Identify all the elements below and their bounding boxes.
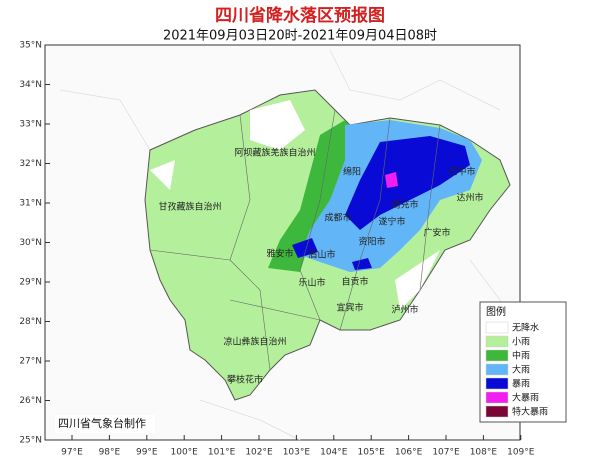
lat-label: 32°N xyxy=(19,159,42,169)
legend-swatch xyxy=(485,363,509,376)
no-rain-area xyxy=(150,100,440,310)
region-label: 绵阳 xyxy=(343,166,361,178)
region-label: 资阳市 xyxy=(358,236,385,248)
lat-label: 28°N xyxy=(19,317,42,327)
legend-label: 小雨 xyxy=(512,337,530,348)
lon-label: 106°E xyxy=(395,448,423,458)
legend-label: 大暴雨 xyxy=(512,392,539,404)
downpour-area xyxy=(385,172,398,188)
moderate-rain-area xyxy=(268,120,360,272)
credit: 四川省气象台制作 xyxy=(58,416,146,430)
credit-box xyxy=(55,415,155,433)
lon-label: 109°E xyxy=(507,448,535,458)
rainstorm-area xyxy=(292,136,470,270)
region-label: 广安市 xyxy=(423,227,450,239)
lat-label: 27°N xyxy=(19,357,42,367)
region-label: 自贡市 xyxy=(341,276,368,288)
legend-swatch xyxy=(485,349,509,362)
region-label: 宜宾市 xyxy=(336,302,363,314)
region-label: 成都市 xyxy=(324,212,351,224)
legend-title: 图例 xyxy=(486,305,506,318)
region-label: 南充市 xyxy=(391,199,418,211)
lon-label: 108°E xyxy=(470,448,498,458)
background-borders xyxy=(59,49,521,441)
county-borders xyxy=(149,109,441,371)
legend-swatch xyxy=(485,335,509,348)
region-label: 泸州市 xyxy=(391,304,418,316)
region-label: 攀枝花市 xyxy=(227,374,263,386)
lon-label: 105°E xyxy=(358,448,386,458)
lat-label: 31°N xyxy=(19,199,42,209)
legend-label: 中雨 xyxy=(512,350,530,362)
region-label: 眉山市 xyxy=(308,249,335,261)
legend-label: 大雨 xyxy=(512,364,530,376)
region-label: 凉山彝族自治州 xyxy=(223,336,286,348)
region-label: 巴中市 xyxy=(448,166,475,178)
map-subtitle: 2021年09月03日20时-2021年09月04日08时 xyxy=(163,29,437,44)
legend-label: 暴雨 xyxy=(512,379,530,390)
region-label: 阿坝藏族羌族自治州 xyxy=(234,147,315,159)
lon-label: 98°E xyxy=(99,448,121,458)
legend-swatch xyxy=(485,377,509,390)
lon-label: 101°E xyxy=(208,448,236,458)
legend-swatch xyxy=(485,391,509,404)
lat-label: 30°N xyxy=(19,238,42,248)
lon-label: 99°E xyxy=(136,448,158,458)
lat-label: 33°N xyxy=(19,120,42,130)
region-label: 甘孜藏族自治州 xyxy=(158,201,221,213)
region-label: 遂宁市 xyxy=(378,216,405,228)
legend-swatch xyxy=(485,405,509,418)
lat-label: 25°N xyxy=(19,436,42,446)
legend-label: 特大暴雨 xyxy=(512,406,548,418)
region-label: 雅安市 xyxy=(266,248,293,260)
region-label: 达州市 xyxy=(456,192,483,204)
lat-label: 34°N xyxy=(19,80,42,90)
lon-label: 102°E xyxy=(245,448,273,458)
region-label: 乐山市 xyxy=(298,277,325,289)
lon-label: 107°E xyxy=(432,448,460,458)
legend-box xyxy=(479,301,567,423)
lat-label: 35°N xyxy=(19,41,42,51)
lon-label: 100°E xyxy=(171,448,199,458)
map-title: 四川省降水落区预报图 xyxy=(215,5,385,26)
legend-swatch xyxy=(485,321,509,334)
lon-label: 97°E xyxy=(61,448,83,458)
lat-label: 26°N xyxy=(19,396,42,406)
lon-label: 103°E xyxy=(283,448,311,458)
lat-label: 29°N xyxy=(19,278,42,288)
lon-label: 104°E xyxy=(320,448,348,458)
legend-label: 无降水 xyxy=(512,322,539,334)
